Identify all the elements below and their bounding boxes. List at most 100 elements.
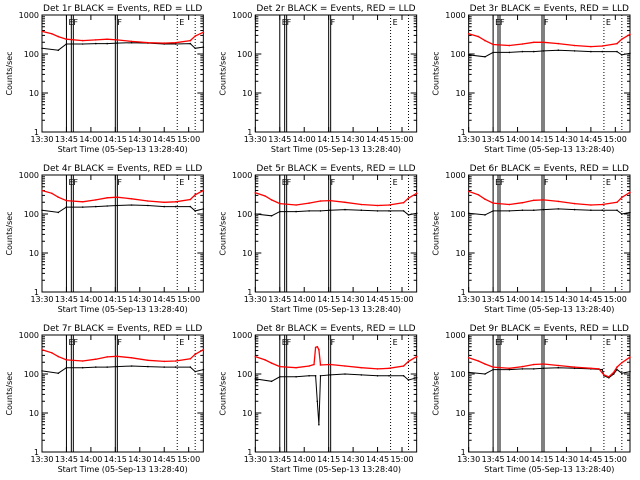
y-tick-label: 10 [29,409,39,418]
data-point [308,210,310,212]
series-line-events [468,208,631,216]
x-tick-label: 13:30 [457,135,480,144]
data-point [388,204,390,206]
x-tick-label: 14:45 [153,455,176,464]
x-tick-label: 15:00 [177,295,200,304]
data-point [254,378,257,380]
y-axis-title: Counts/sec [5,51,14,95]
data-point [174,201,177,203]
marker-label: E [606,338,611,347]
data-point [329,363,332,366]
data-point [202,368,205,371]
data-point [573,202,576,205]
plot-frame [254,174,418,293]
x-tick-label: 14:00 [506,135,529,144]
data-point [601,50,604,53]
x-tick-label: 14:30 [555,455,578,464]
y-axis-title: Counts/sec [218,211,227,255]
data-point [344,208,346,211]
data-point [402,365,405,367]
data-point [415,212,418,214]
data-point [189,42,192,45]
x-tick-label: 13:45 [55,455,78,464]
x-tick-label: 15:00 [177,135,200,144]
data-point [270,199,273,201]
data-point [557,364,560,367]
data-point [542,363,545,365]
data-point [521,201,524,204]
marker-label: E [606,18,611,27]
data-point [116,204,118,207]
marker-label: F [500,338,505,347]
data-point [616,209,618,211]
series-line-events [41,365,204,374]
data-point [270,215,273,217]
x-axis-title: Start Time (05-Sep-13 13:28:40) [484,465,614,474]
data-point [477,194,480,196]
x-tick-label: 13:30 [244,455,267,464]
x-tick-label: 14:45 [366,455,389,464]
data-point [57,196,60,198]
data-point [106,197,108,199]
data-point [542,208,545,211]
marker-label: F [73,338,78,347]
y-tick-label: 1 [461,448,466,457]
y-tick-label: 100 [450,210,465,219]
data-point [295,210,297,213]
data-point [264,359,266,361]
data-point [376,204,379,207]
data-point [601,203,604,206]
y-axis-title: Counts/sec [432,51,441,95]
data-point [573,366,576,368]
y-axis-title: Counts/sec [218,371,227,415]
y-tick-label: 100 [450,50,465,59]
marker-label: E [179,18,184,27]
data-point [65,199,68,202]
data-point [202,208,205,210]
data-point [542,367,545,370]
y-tick-label: 100 [24,210,39,219]
data-point [629,52,631,54]
data-point [621,213,623,215]
data-point [116,196,118,198]
x-tick-label: 14:45 [153,295,176,304]
data-point [65,38,68,40]
data-point [467,371,470,374]
panel-title: Det 1r BLACK = Events, RED = LLD [43,4,202,14]
data-point [629,370,631,373]
y-tick-label: 100 [24,370,39,379]
data-point [319,375,322,377]
data-point [388,375,390,377]
marker-label: F [117,338,122,347]
data-point [573,50,576,52]
x-tick-label: 15:00 [390,455,413,464]
data-point [415,192,418,195]
data-point [319,210,322,212]
data-point [163,42,165,44]
data-point [270,362,273,364]
x-tick-label: 14:45 [579,135,602,144]
data-point [202,189,205,192]
y-tick-label: 10 [455,89,465,98]
x-axis-title: Start Time (05-Sep-13 13:28:40) [271,145,401,154]
x-tick-label: 14:45 [366,295,389,304]
y-axis-title: Counts/sec [432,211,441,255]
data-point [130,198,133,200]
data-point [407,214,410,216]
data-point [116,365,118,368]
data-point [477,35,480,38]
data-point [590,45,592,48]
data-point [194,210,196,212]
x-tick-label: 14:15 [104,295,127,304]
data-point [279,376,281,378]
data-point [41,30,43,33]
data-point [484,373,486,375]
data-point [308,202,310,204]
data-point [621,38,623,40]
data-point [601,45,604,47]
data-point [65,43,68,45]
data-point [521,209,524,211]
data-point [202,31,205,34]
data-point [174,360,177,362]
x-tick-label: 14:15 [317,135,340,144]
